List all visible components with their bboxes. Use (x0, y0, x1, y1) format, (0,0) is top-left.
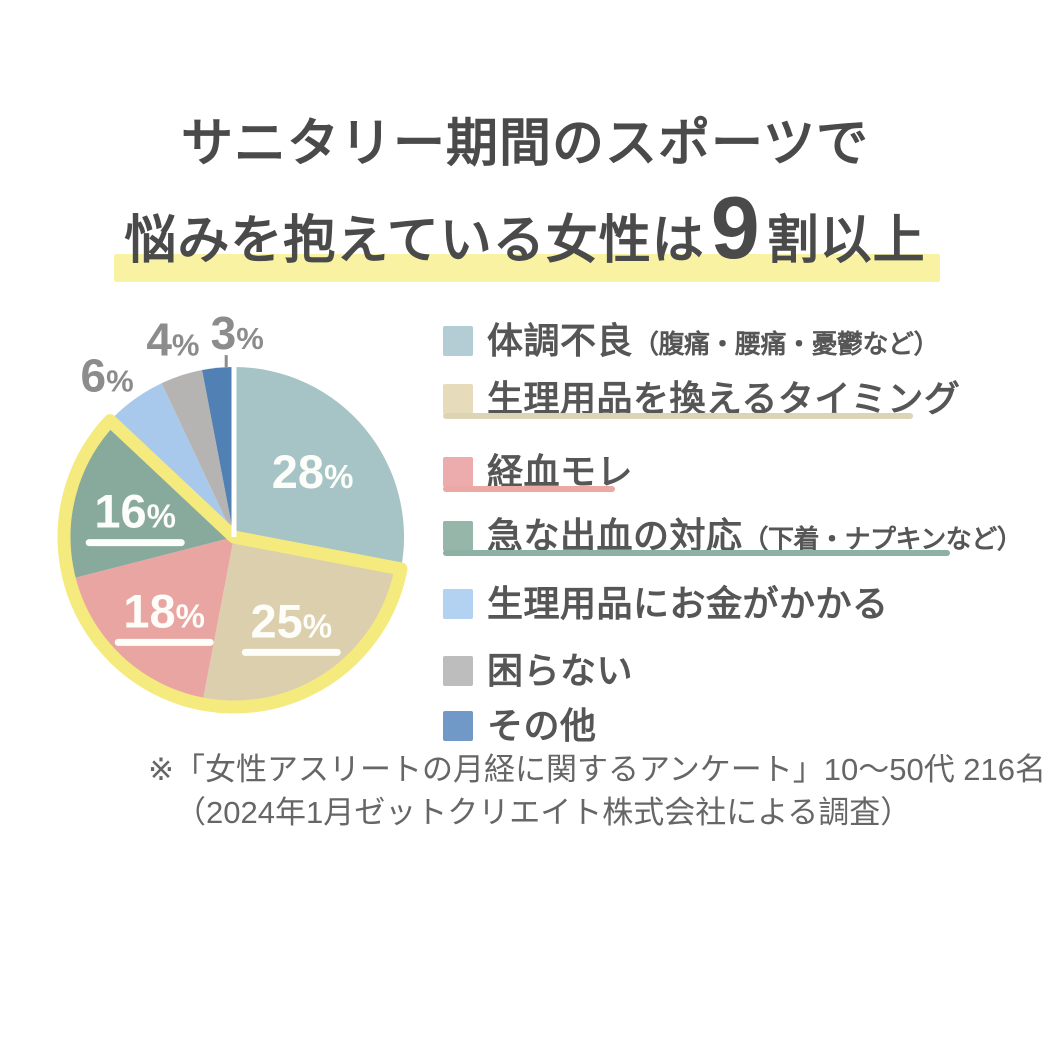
legend-label: その他 (487, 705, 597, 746)
highlight-outline (57, 414, 408, 714)
pie-slice (69, 537, 234, 704)
pie-slice-label: 25% (250, 594, 332, 647)
legend-item: 生理用品にお金がかかる (443, 575, 889, 627)
legend-item: 生理用品を換えるタイミング (443, 370, 960, 422)
title-big-number: 9 (710, 178, 761, 277)
page-title-line-2: 悩みを抱えている女性は9 割以上 (114, 182, 940, 287)
legend-item: その他 (443, 697, 597, 749)
footnote: ※「女性アスリートの月経に関するアンケート」10〜50代 216名 （2024年… (148, 750, 1046, 833)
pie-chart: 28% 25% 18% 16% 6%4% 3% (57, 307, 408, 714)
legend-underline (443, 550, 950, 556)
pie-slice-label: 18% (123, 584, 205, 637)
legend-label: 体調不良 (487, 320, 634, 361)
pie-slice-label: 4% (146, 314, 199, 366)
pie-slice-label: 6% (81, 350, 134, 402)
pie-slice (161, 370, 234, 537)
legend-item: 急な出血の対応（下着・ナプキンなど） (443, 507, 1023, 559)
legend-item: 困らない (443, 642, 633, 694)
legend-item: 体調不良（腹痛・腰痛・憂鬱など） (443, 312, 940, 364)
pie-slice-label: 16% (94, 485, 176, 538)
legend-label: 生理用品を換えるタイミング (487, 378, 961, 419)
pie-slice (110, 383, 234, 537)
pie-slice-label: 28% (272, 445, 354, 498)
legend-label: 経血モレ (487, 451, 634, 492)
title-line2-pre: 悩みを抱えている女性は (124, 212, 705, 270)
title-line2-post: 割以上 (766, 212, 926, 270)
page-title-line-1: サニタリー期間のスポーツで (181, 115, 869, 173)
legend-note: （腹痛・腰痛・憂鬱など） (633, 329, 940, 359)
legend-label: 急な出血の対応 (487, 515, 743, 556)
pie-slice (234, 367, 405, 569)
legend-label: 困らない (487, 650, 634, 691)
pie-slice-label: 3% (211, 307, 264, 359)
footnote-line-1: ※「女性アスリートの月経に関するアンケート」10〜50代 216名 (148, 752, 1047, 787)
title-highlight-bar (114, 254, 940, 282)
legend-note: （下着・ナプキンなど） (742, 524, 1023, 554)
legend-label: 生理用品にお金がかかる (487, 583, 889, 624)
legend-item: 経血モレ (443, 443, 633, 495)
footnote-line-2: （2024年1月ゼットクリエイト株式会社による調査） (175, 795, 912, 830)
legend-underline (443, 413, 913, 419)
pie-slice (202, 366, 234, 537)
legend-underline (443, 486, 615, 492)
title-block: サニタリー期間のスポーツで 悩みを抱えている女性は9 割以上 (0, 0, 1050, 287)
pie-slice (202, 537, 401, 708)
